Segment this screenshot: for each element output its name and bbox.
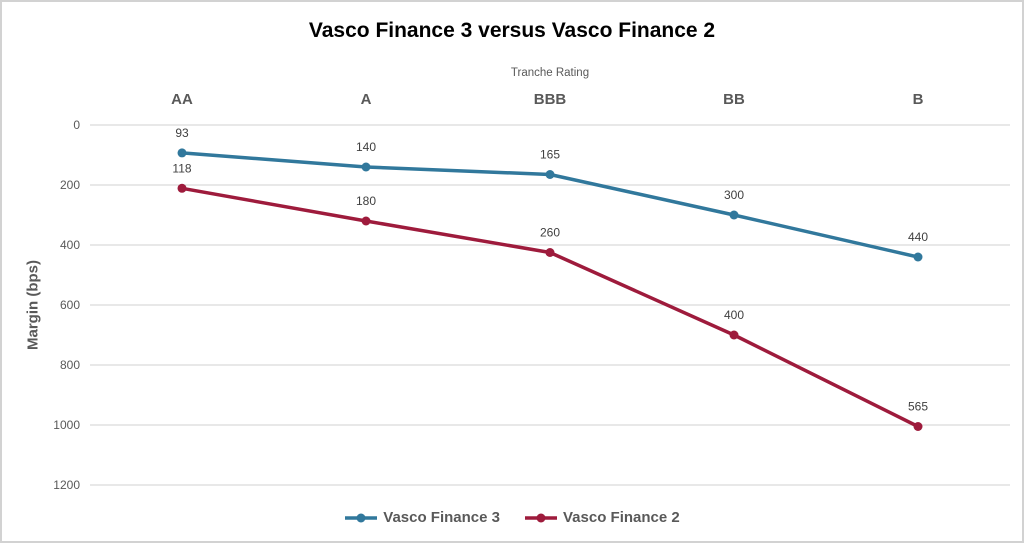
legend-item-vasco-finance-3: Vasco Finance 3: [344, 509, 500, 526]
data-label: 400: [724, 308, 744, 322]
legend: Vasco Finance 3 Vasco Finance 2: [2, 509, 1022, 526]
series-1-marker: [729, 210, 739, 220]
data-label: 300: [724, 188, 744, 202]
data-label: 565: [908, 400, 928, 414]
x-category-label: BBB: [534, 91, 567, 108]
y-tick-label: 200: [60, 178, 80, 192]
data-label: 140: [356, 140, 376, 154]
y-tick-label: 800: [60, 358, 80, 372]
data-label: 440: [908, 230, 928, 244]
legend-label: Vasco Finance 3: [383, 509, 500, 526]
data-label: 165: [540, 148, 560, 162]
x-category-label: A: [361, 91, 372, 108]
data-label: 118: [172, 161, 191, 175]
x-axis-title: Tranche Rating: [510, 67, 590, 79]
y-tick-label: 0: [73, 118, 80, 132]
legend-item-vasco-finance-2: Vasco Finance 2: [524, 509, 680, 526]
data-label: 93: [175, 126, 189, 140]
series-2-marker: [361, 216, 371, 226]
series-2-marker: [913, 422, 923, 431]
chart-title: Vasco Finance 3 versus Vasco Finance 2: [308, 19, 716, 42]
series-2-marker: [729, 330, 739, 340]
series-1-marker: [545, 170, 555, 179]
x-category-label: AA: [171, 91, 193, 108]
y-tick-label: 1200: [53, 478, 80, 492]
series-line-2: [180, 186, 920, 429]
y-tick-label: 400: [60, 238, 80, 252]
data-label: 180: [356, 194, 376, 208]
legend-line-marker-icon: [345, 513, 378, 522]
x-category-label: B: [913, 91, 924, 108]
y-tick-label: 1000: [53, 418, 80, 432]
legend-line-marker-icon: [525, 513, 557, 522]
y-tick-label: 600: [60, 298, 80, 312]
legend-label: Vasco Finance 2: [563, 509, 680, 526]
data-label: 260: [540, 226, 560, 240]
series-line-1: [180, 151, 920, 259]
series-1-marker: [913, 252, 923, 262]
series-1-marker: [177, 148, 187, 158]
x-category-label: BB: [723, 91, 745, 108]
series-2-marker: [177, 183, 187, 193]
series-2-marker: [545, 248, 555, 257]
series-1-marker: [361, 162, 371, 172]
